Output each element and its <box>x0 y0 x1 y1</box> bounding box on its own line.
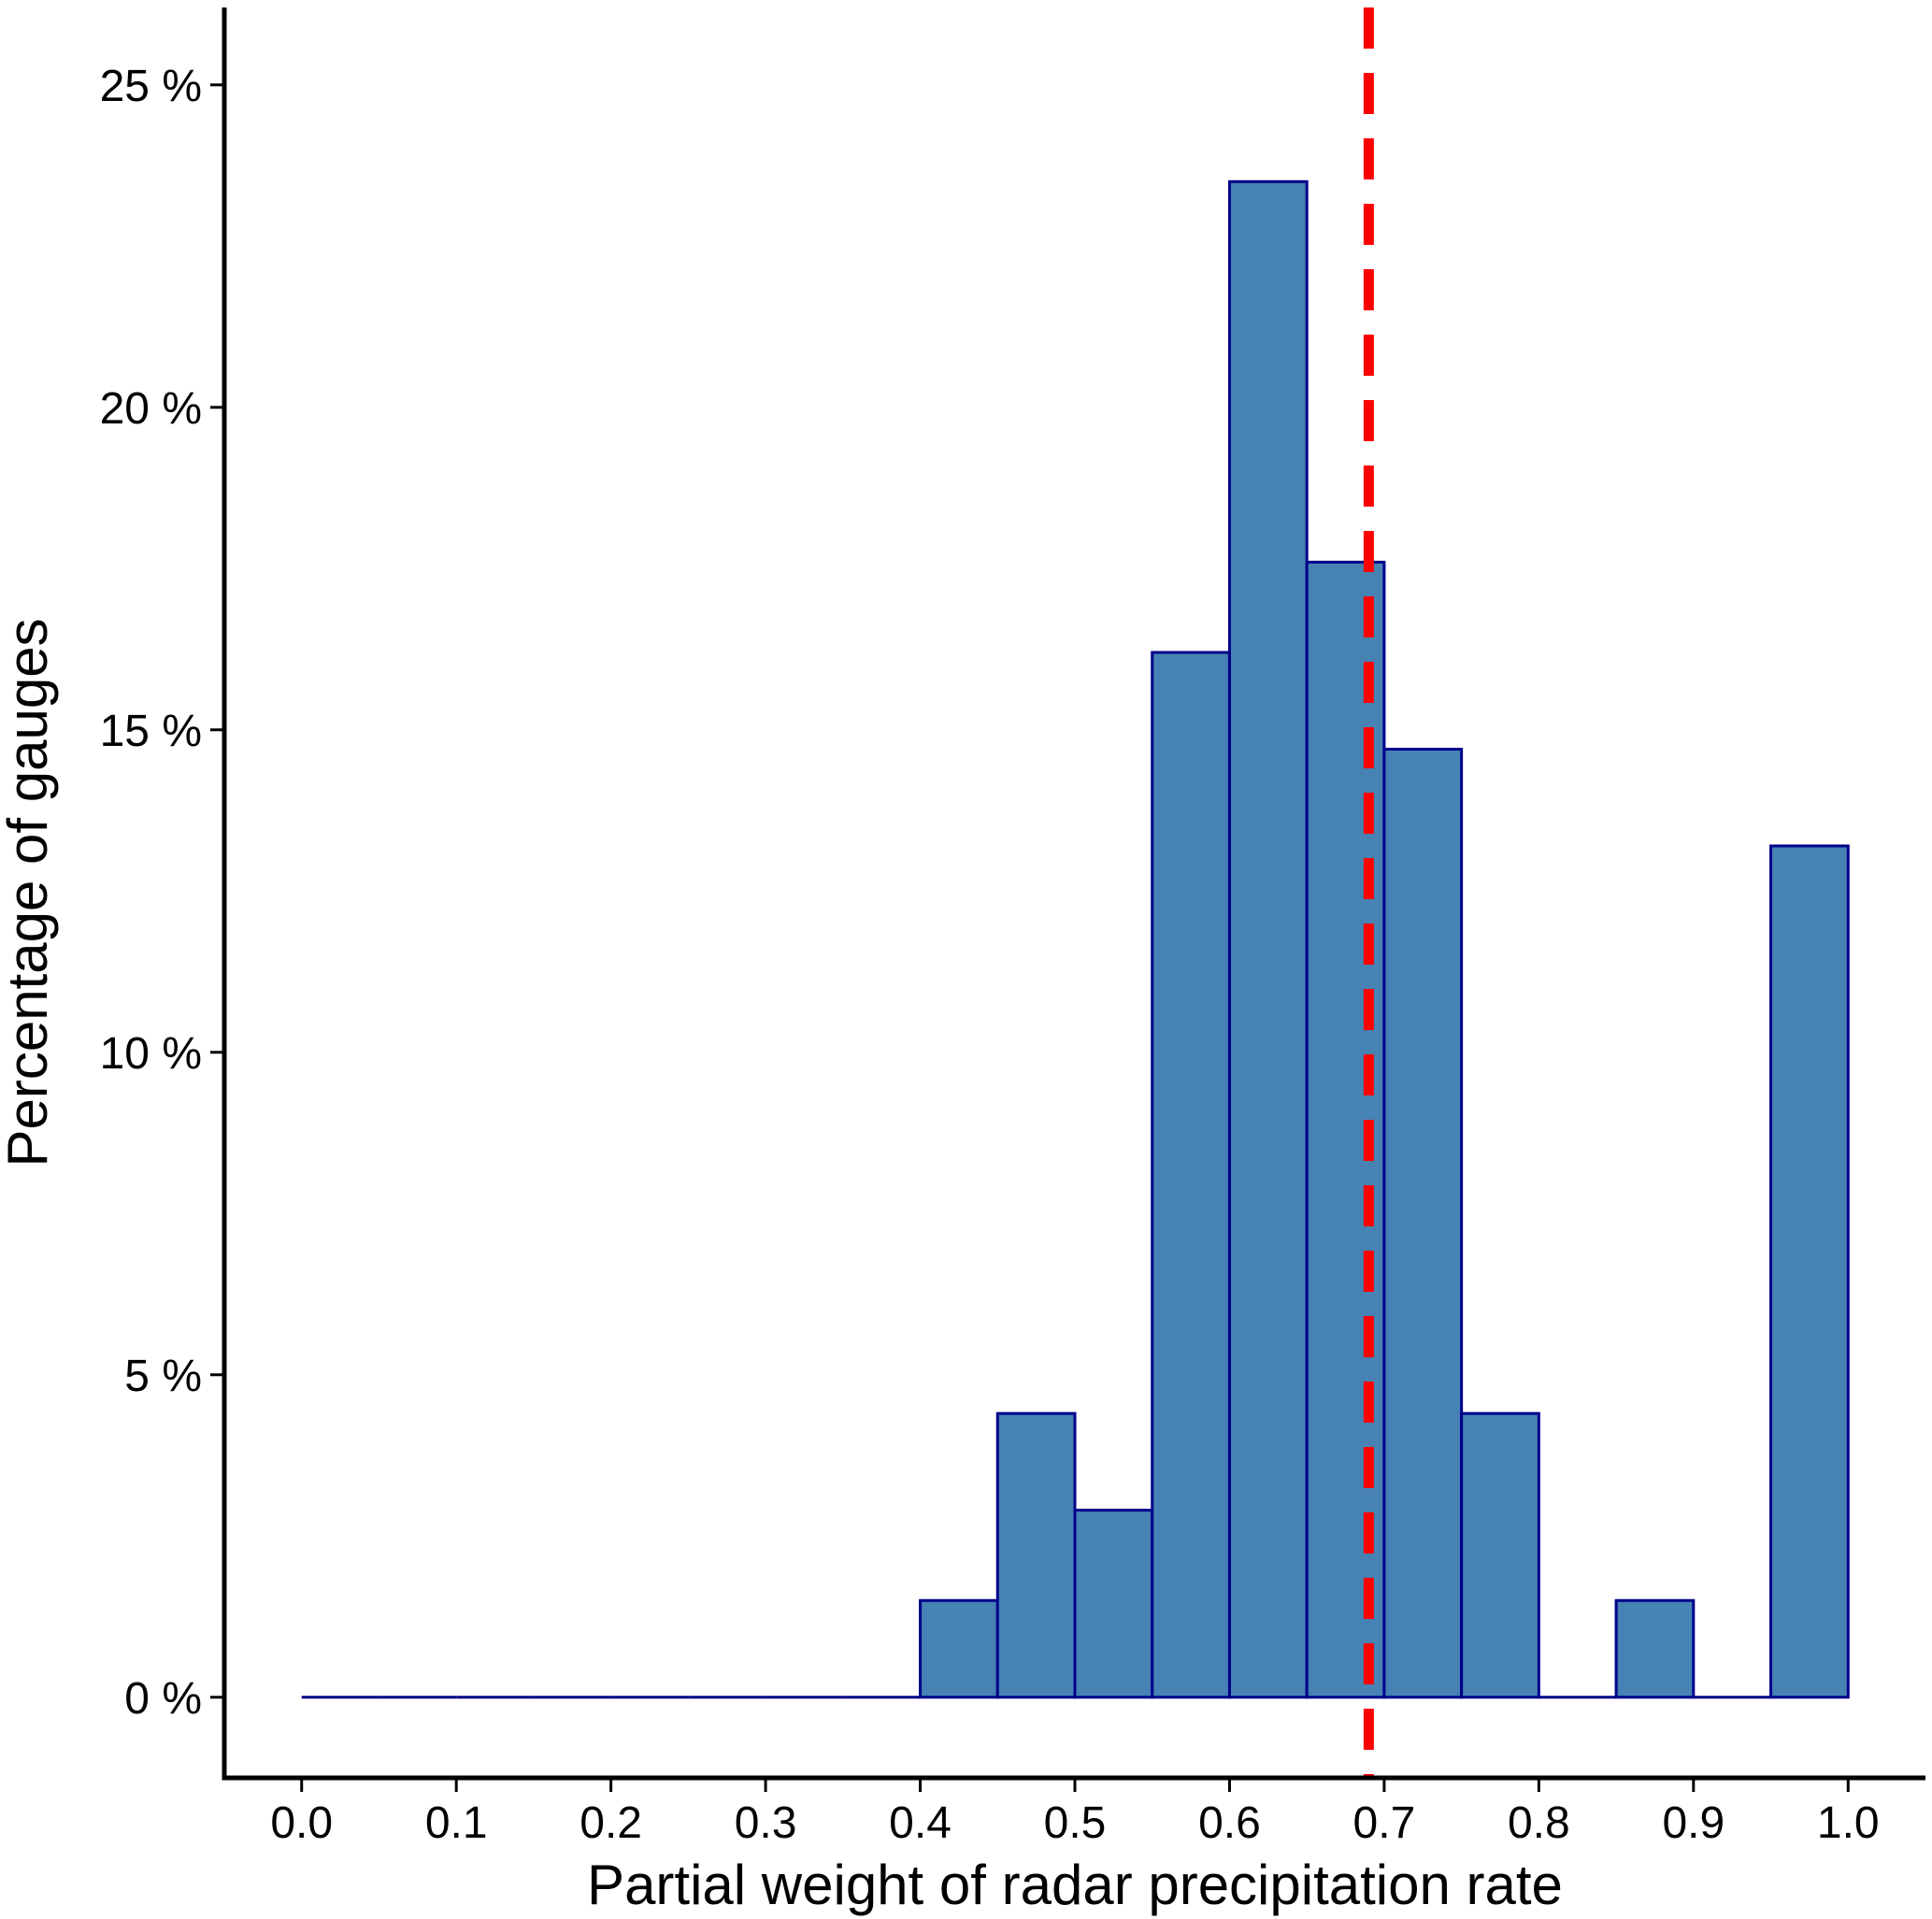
x-tick-label: 0.5 <box>1044 1798 1107 1848</box>
x-tick-label: 0.3 <box>735 1798 797 1848</box>
x-tick-label: 0.6 <box>1198 1798 1261 1848</box>
x-tick-label: 0.7 <box>1353 1798 1416 1848</box>
y-tick-label: 0 % <box>124 1674 202 1724</box>
histogram-bar <box>995 1411 1077 1699</box>
y-tick-label: 15 % <box>100 707 202 756</box>
labels-layer: Partial weight of radar precipitation ra… <box>0 618 1563 1916</box>
x-tick-label: 0.9 <box>1662 1798 1724 1848</box>
histogram-bar <box>1614 1598 1696 1699</box>
histogram-bar <box>919 1598 999 1699</box>
bars-layer <box>301 179 1850 1699</box>
y-tick-label: 5 % <box>124 1352 202 1401</box>
histogram-bar <box>1769 844 1850 1699</box>
x-tick-label: 1.0 <box>1817 1798 1880 1848</box>
y-tick-label: 25 % <box>100 62 202 111</box>
x-tick-label: 0.0 <box>270 1798 333 1848</box>
x-tick-label: 0.2 <box>580 1798 642 1848</box>
axes-layer: 0.0 0.1 0.2 0.3 0.4 0.5 0.6 0.7 0.8 0.9 1.0 0 % 5 % 1… <box>100 7 1925 1848</box>
x-tick-label: 0.1 <box>425 1798 488 1848</box>
histogram-bar <box>1227 179 1309 1699</box>
x-tick-label: 0.4 <box>889 1798 952 1848</box>
x-tick-label: 0.8 <box>1508 1798 1570 1848</box>
x-axis-title: Partial weight of radar precipitation ra… <box>587 1854 1563 1916</box>
y-tick-label: 20 % <box>100 384 202 434</box>
histogram-bar <box>1382 747 1464 1699</box>
y-axis-title: Percentage of gauges <box>0 618 59 1167</box>
histogram-bar <box>1073 1509 1154 1699</box>
histogram-bar <box>1460 1411 1540 1699</box>
y-tick-label: 10 % <box>100 1029 202 1079</box>
histogram-bar <box>1151 651 1231 1699</box>
